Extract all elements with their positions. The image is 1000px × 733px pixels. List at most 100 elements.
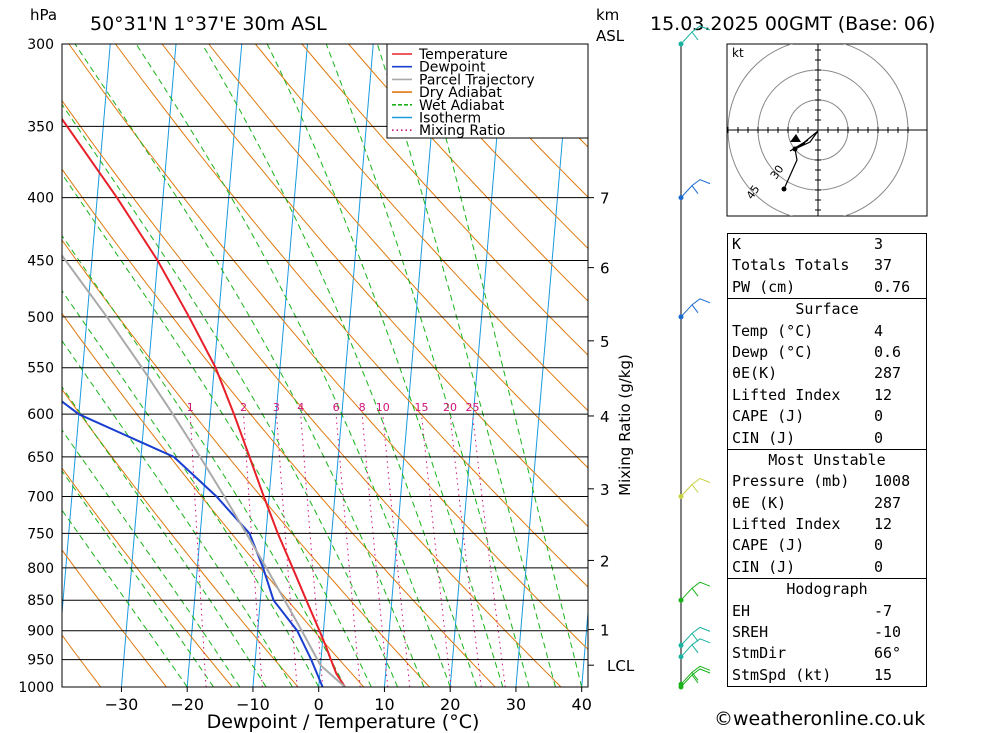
pressure-unit-label: hPa bbox=[30, 6, 57, 24]
temperature-tick-label: 10 bbox=[374, 695, 394, 714]
location-label: 50°31'N 1°37'E 30m ASL bbox=[90, 13, 327, 35]
hodograph-indices: Hodograph EH -7 SREH -10 StmDir 66° StmSpd … bbox=[727, 578, 927, 688]
pressure-tick-label: 350 bbox=[27, 119, 54, 135]
asl-label: ASL bbox=[596, 27, 625, 45]
legend-label: Wet Adiabat bbox=[419, 98, 505, 114]
mixing-ratio-line bbox=[472, 414, 506, 687]
pressure-tick-label: 750 bbox=[27, 526, 54, 542]
mixing-ratio-axis-title: Mixing Ratio (g/kg) bbox=[616, 354, 634, 496]
index-row: CAPE (J) 0 bbox=[732, 407, 884, 426]
wind-barb bbox=[691, 587, 699, 597]
wet-adiabat-line bbox=[62, 509, 188, 687]
dry-adiabat-line bbox=[62, 168, 496, 687]
pressure-tick-label: 700 bbox=[27, 490, 54, 506]
wind-barb bbox=[691, 185, 699, 194]
isotherm-line bbox=[120, 44, 177, 687]
wind-barb bbox=[680, 626, 711, 646]
hodograph-point bbox=[792, 146, 798, 152]
wind-barb bbox=[680, 638, 711, 658]
dry-adiabat-line bbox=[161, 44, 588, 528]
temperature-tick-label: −10 bbox=[236, 695, 270, 714]
mixing-ratio-label: 4 bbox=[297, 401, 304, 414]
mixing-ratio-label: 2 bbox=[240, 401, 247, 414]
most-unstable-title: Most Unstable bbox=[768, 450, 886, 469]
km-label: km bbox=[596, 6, 619, 24]
wet-adiabat-line bbox=[376, 44, 556, 687]
wet-adiabat-line bbox=[325, 44, 530, 687]
pressure-tick-label: 550 bbox=[27, 361, 54, 377]
dry-adiabat-line bbox=[62, 312, 365, 687]
mixing-ratio-label: 20 bbox=[443, 401, 457, 414]
index-row: PW (cm) 0.76 bbox=[732, 277, 911, 296]
height-tick-label: 1 bbox=[600, 622, 610, 640]
wind-barb bbox=[691, 484, 699, 493]
pressure-axis: 300 350 400 450 500 550 600 650 700 750 800 850 900 9… bbox=[18, 37, 54, 696]
legend-label: Dry Adiabat bbox=[419, 85, 502, 101]
wind-barb bbox=[691, 31, 699, 41]
isotherm-line bbox=[252, 44, 308, 687]
wet-adiabat-line bbox=[421, 44, 583, 687]
index-row: Lifted Index 12 bbox=[732, 385, 893, 404]
wind-barb bbox=[691, 672, 699, 681]
mixing-ratio-label: 25 bbox=[466, 401, 480, 414]
index-row: CIN (J) 0 bbox=[732, 557, 884, 576]
storm-motion-icon bbox=[790, 134, 801, 142]
dry-adiabat-line bbox=[394, 44, 588, 250]
wind-profile bbox=[678, 25, 711, 690]
height-tick-label: 4 bbox=[600, 408, 610, 426]
mixing-ratio-labels: 1 2 3 4 6 8 10 15 20 25 bbox=[187, 401, 480, 414]
index-row: θE(K) 287 bbox=[732, 364, 902, 383]
height-tick-label: 2 bbox=[600, 552, 610, 570]
height-tick-label: LCL bbox=[607, 657, 635, 675]
height-tick-label: 6 bbox=[600, 260, 610, 278]
height-tick-label: 5 bbox=[600, 333, 610, 351]
legend-label: Mixing Ratio bbox=[419, 123, 505, 139]
wet-adiabat-line bbox=[62, 173, 372, 687]
index-row: Temp (°C) 4 bbox=[732, 321, 884, 340]
wet-adiabat-line bbox=[74, 44, 425, 687]
dry-adiabat-line bbox=[62, 467, 233, 687]
pressure-tick-label: 850 bbox=[27, 593, 54, 609]
wind-barb bbox=[691, 633, 699, 642]
plot-frame bbox=[61, 43, 589, 688]
height-axis: 7 6 5 4 3 2 1 LCL bbox=[588, 190, 635, 675]
temperature-tick-label: 40 bbox=[572, 695, 592, 714]
surface-title: Surface bbox=[795, 300, 859, 319]
wind-barb bbox=[691, 304, 699, 314]
pressure-tick-label: 400 bbox=[27, 191, 54, 207]
wind-barb bbox=[680, 668, 711, 688]
mixing-ratio-line bbox=[449, 414, 482, 687]
index-row: Lifted Index 12 bbox=[732, 515, 893, 534]
wind-barb bbox=[680, 581, 711, 601]
surface-indices: Surface Temp (°C) 4 Dewp (°C) 0.6 θE(K) 287… bbox=[727, 298, 927, 449]
pressure-tick-label: 300 bbox=[27, 37, 54, 53]
legend-label: Temperature bbox=[418, 47, 508, 63]
series-temperature-line bbox=[62, 117, 346, 687]
mixing-ratio-line bbox=[275, 414, 298, 687]
datetime-label: 15.03.2025 00GMT (Base: 06) bbox=[650, 13, 935, 35]
pressure-tick-label: 1000 bbox=[18, 680, 54, 696]
isotherm-line bbox=[62, 44, 111, 619]
pressure-tick-label: 450 bbox=[27, 254, 54, 270]
temperature-tick-label: 20 bbox=[440, 695, 460, 714]
index-row: StmDir 66° bbox=[732, 644, 902, 663]
index-row: Pressure (mb) 1008 bbox=[732, 472, 911, 491]
temperature-tick-label: 30 bbox=[506, 695, 526, 714]
legend-label: Isotherm bbox=[419, 111, 481, 127]
most-unstable-indices: Most Unstable Pressure (mb) 1008 θE (K) 28… bbox=[727, 448, 927, 579]
index-row: Dewp (°C) 0.6 bbox=[732, 342, 902, 361]
isotherm-line bbox=[318, 44, 374, 687]
mixing-ratio-label: 3 bbox=[273, 401, 280, 414]
temperature-tick-label: −30 bbox=[105, 695, 139, 714]
hodograph-unit: kt bbox=[732, 46, 744, 60]
legend-box bbox=[386, 43, 589, 139]
isotherm-line bbox=[449, 44, 506, 687]
index-row: CAPE (J) 0 bbox=[732, 536, 884, 555]
isotherm-line bbox=[383, 44, 440, 687]
dry-adiabat-line bbox=[62, 549, 167, 687]
index-row: Totals Totals 37 bbox=[732, 256, 893, 275]
